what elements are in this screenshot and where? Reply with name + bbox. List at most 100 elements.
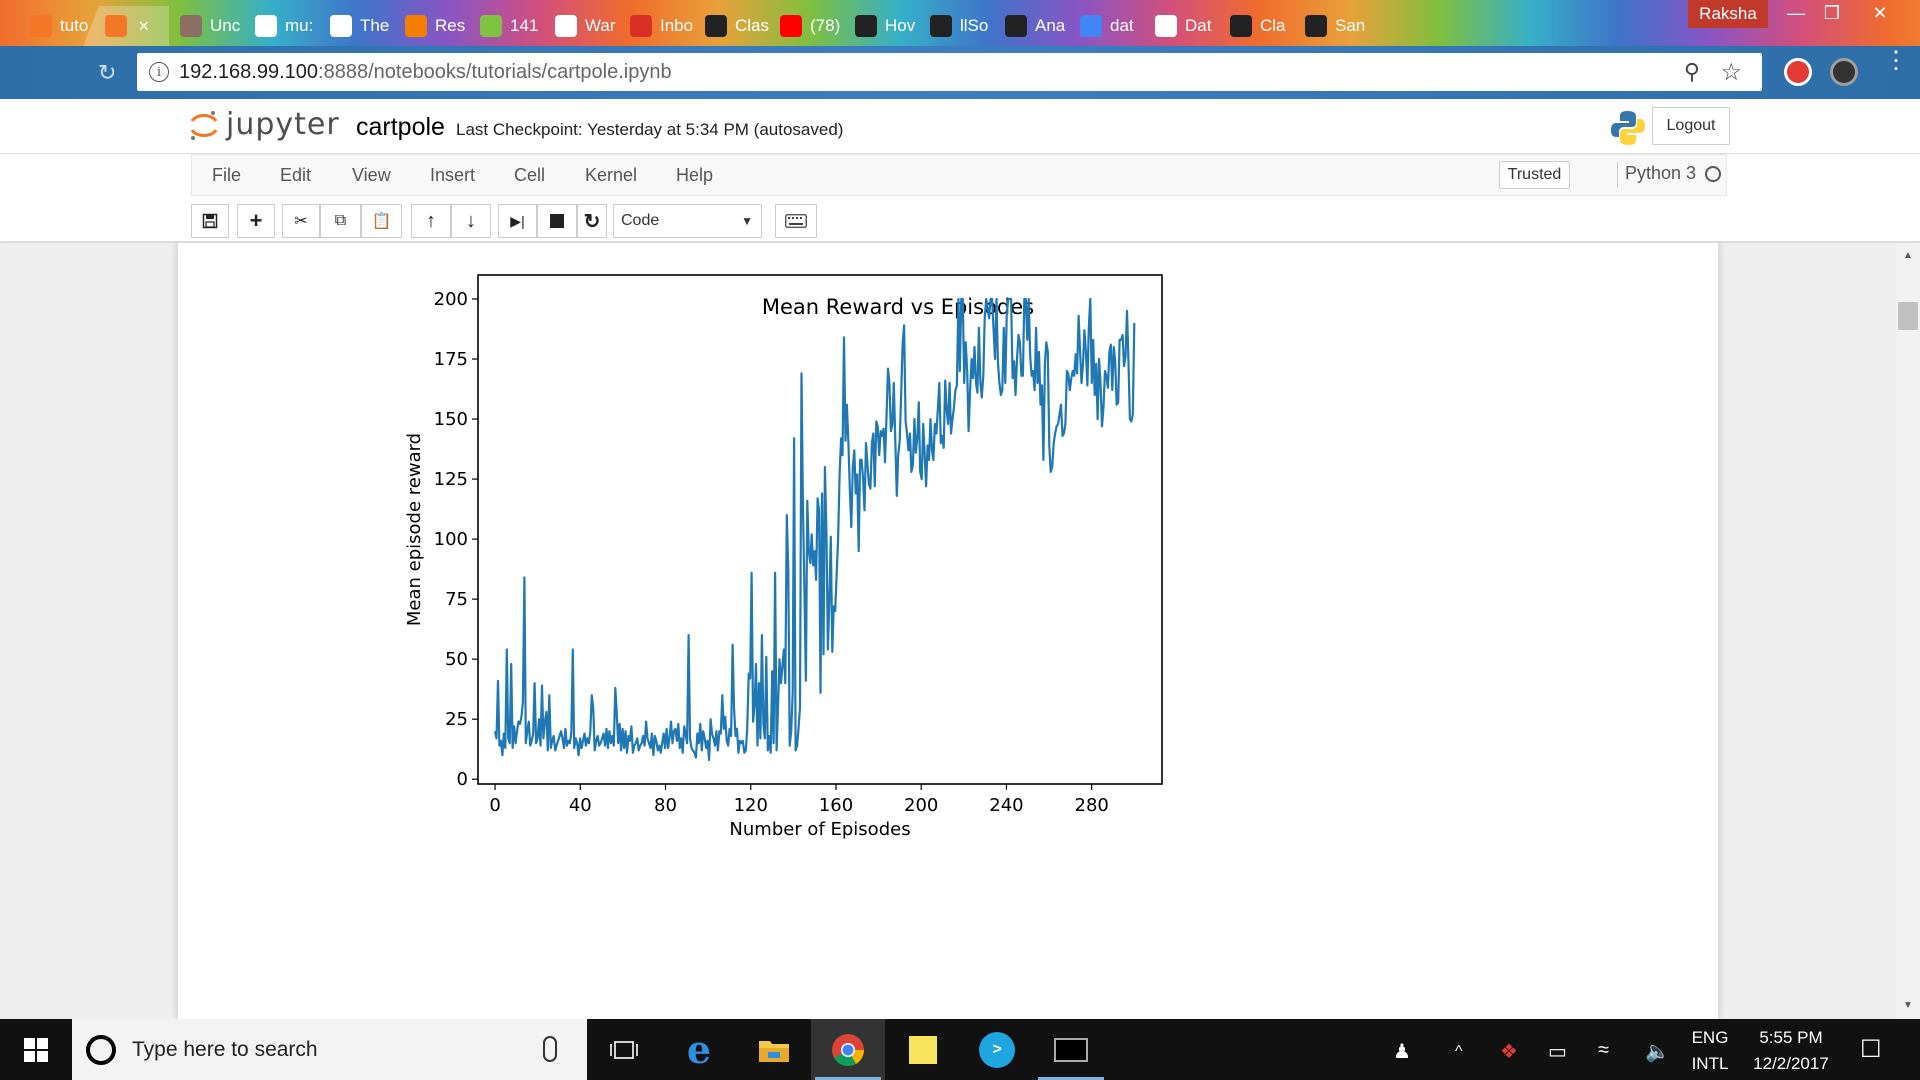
scrollbar-thumb[interactable] bbox=[1898, 302, 1918, 330]
document-icon bbox=[555, 15, 577, 37]
browser-tab[interactable]: San bbox=[1283, 6, 1369, 46]
tab-title: Unc bbox=[210, 16, 241, 35]
browser-tab[interactable]: The bbox=[308, 6, 394, 46]
people-icon[interactable]: ♟ bbox=[1393, 1041, 1411, 1063]
move-down-button[interactable]: ↓ bbox=[451, 204, 491, 238]
browser-tab[interactable]: Cla bbox=[1208, 6, 1294, 46]
y-tick-label: 25 bbox=[445, 709, 468, 730]
start-button[interactable] bbox=[0, 1019, 72, 1080]
browser-tab[interactable]: Res bbox=[383, 6, 469, 46]
restore-icon[interactable]: ❐ bbox=[1823, 2, 1841, 23]
adblock-extension-icon[interactable] bbox=[1784, 58, 1812, 86]
keyboard-layout: INTL bbox=[1691, 1054, 1729, 1073]
minimize-icon[interactable]: — bbox=[1787, 2, 1805, 23]
sticky-notes-icon bbox=[909, 1035, 937, 1064]
logout-button[interactable]: Logout bbox=[1652, 107, 1730, 145]
browser-tab[interactable]: tuto bbox=[8, 6, 94, 46]
y-tick-label: 0 bbox=[457, 769, 468, 790]
run-button[interactable]: ▶| bbox=[498, 204, 537, 238]
menu-view[interactable]: View bbox=[352, 165, 391, 185]
browser-tab[interactable]: × bbox=[83, 6, 169, 46]
browser-tab[interactable]: Dat bbox=[1133, 6, 1219, 46]
bookmark-star-icon[interactable]: ☆ bbox=[1720, 58, 1742, 86]
taskbar-edge[interactable]: e bbox=[662, 1019, 736, 1080]
paste-button[interactable]: 📋 bbox=[361, 204, 402, 238]
menu-cell[interactable]: Cell bbox=[514, 165, 546, 185]
site-info-icon[interactable]: i bbox=[149, 62, 169, 82]
tab-title: Clas bbox=[735, 16, 769, 35]
insert-cell-button[interactable]: + bbox=[237, 204, 275, 238]
url-field[interactable]: i 192.168.99.100:8888/notebooks/tutorial… bbox=[137, 53, 1762, 91]
close-window-icon[interactable]: ✕ bbox=[1872, 2, 1888, 23]
y-axis-ticks: 0 25 50 75 100 125 150 175 200 bbox=[434, 289, 478, 790]
zoom-icon[interactable]: ⚲ bbox=[1683, 59, 1700, 84]
interrupt-button[interactable] bbox=[537, 204, 577, 238]
browser-tab[interactable]: dat bbox=[1058, 6, 1144, 46]
browser-tab[interactable]: Unc bbox=[158, 6, 244, 46]
browser-tab[interactable]: Hov bbox=[833, 6, 919, 46]
x-tick-label: 280 bbox=[1075, 795, 1109, 816]
scroll-up-arrow-icon[interactable]: ▲ bbox=[1903, 250, 1913, 261]
tab-title: The bbox=[360, 16, 390, 35]
browser-tab[interactable]: Ana bbox=[983, 6, 1069, 46]
browser-tab[interactable]: Clas bbox=[683, 6, 769, 46]
browser-tab[interactable]: mu: bbox=[233, 6, 319, 46]
page-scrollbar[interactable] bbox=[1896, 243, 1920, 1019]
menu-file[interactable]: File bbox=[212, 165, 242, 185]
scroll-down-arrow-icon[interactable]: ▼ bbox=[1903, 1000, 1913, 1011]
taskbar-search[interactable]: Type here to search bbox=[72, 1019, 587, 1080]
wifi-icon[interactable]: ≈ bbox=[1598, 1039, 1609, 1061]
jupyter-logo[interactable]: jupyter bbox=[188, 107, 340, 142]
browser-tab[interactable]: War bbox=[533, 6, 619, 46]
taskbar-terminal[interactable] bbox=[1034, 1019, 1108, 1080]
volume-icon[interactable]: 🔈 bbox=[1645, 1041, 1670, 1063]
browser-tab[interactable]: Inbo bbox=[608, 6, 694, 46]
y-tick-label: 150 bbox=[434, 409, 468, 430]
taskbar-file-explorer[interactable] bbox=[737, 1019, 811, 1080]
piano-icon bbox=[705, 15, 727, 37]
browser-tab[interactable]: (78) bbox=[758, 6, 844, 46]
notebook-name[interactable]: cartpole bbox=[356, 113, 445, 141]
browser-menu-icon[interactable]: ⋮ bbox=[1884, 47, 1908, 74]
browser-tab[interactable]: 141 bbox=[458, 6, 544, 46]
save-button[interactable] bbox=[191, 204, 229, 238]
tab-title: 141 bbox=[510, 16, 539, 35]
menu-insert[interactable]: Insert bbox=[430, 165, 476, 185]
language-indicator[interactable]: ENG INTL bbox=[1684, 1028, 1736, 1074]
battery-icon[interactable]: ▭ bbox=[1548, 1041, 1567, 1063]
save-icon bbox=[202, 213, 218, 229]
y-axis-label: Mean episode reward bbox=[404, 433, 425, 626]
restart-button[interactable]: ↻ bbox=[577, 204, 607, 238]
browser-tab[interactable]: llSo bbox=[908, 6, 994, 46]
taskbar-sticky-notes[interactable] bbox=[886, 1019, 960, 1080]
taskbar-docker[interactable]: > bbox=[960, 1019, 1034, 1080]
profile-button[interactable]: Raksha bbox=[1688, 0, 1768, 28]
extension-icon[interactable] bbox=[1830, 58, 1858, 86]
chevron-up-icon[interactable]: ^ bbox=[1455, 1043, 1463, 1060]
microphone-icon[interactable] bbox=[543, 1036, 557, 1062]
kernel-name[interactable]: Python 3 bbox=[1625, 163, 1697, 183]
reload-icon[interactable]: ↻ bbox=[98, 60, 117, 85]
clock[interactable]: 5:55 PM 12/2/2017 bbox=[1742, 1028, 1840, 1074]
stop-icon bbox=[550, 214, 564, 228]
task-view-button[interactable] bbox=[587, 1019, 661, 1080]
command-palette-button[interactable] bbox=[775, 204, 817, 238]
cut-button[interactable]: ✂ bbox=[282, 204, 320, 238]
cell-type-select[interactable]: Code ▼ bbox=[613, 204, 762, 238]
y-tick-label: 50 bbox=[445, 649, 468, 670]
close-tab-icon[interactable]: × bbox=[138, 15, 149, 36]
menu-kernel[interactable]: Kernel bbox=[585, 165, 638, 185]
menu-help[interactable]: Help bbox=[676, 165, 714, 185]
plot-frame bbox=[477, 274, 1163, 785]
x-tick-label: 200 bbox=[904, 795, 938, 816]
taskbar-chrome[interactable] bbox=[811, 1019, 885, 1080]
dropbox-icon[interactable]: ❖ bbox=[1500, 1041, 1518, 1063]
trusted-badge[interactable]: Trusted bbox=[1499, 161, 1570, 189]
tab-title: Hov bbox=[885, 16, 916, 35]
move-up-button[interactable]: ↑ bbox=[411, 204, 451, 238]
notifications-icon[interactable]: ☐ bbox=[1860, 1036, 1882, 1063]
copy-button[interactable]: ⧉ bbox=[320, 204, 361, 238]
menu-edit[interactable]: Edit bbox=[280, 165, 312, 185]
tab-title: War bbox=[585, 16, 616, 35]
plus-icon: + bbox=[249, 208, 263, 233]
